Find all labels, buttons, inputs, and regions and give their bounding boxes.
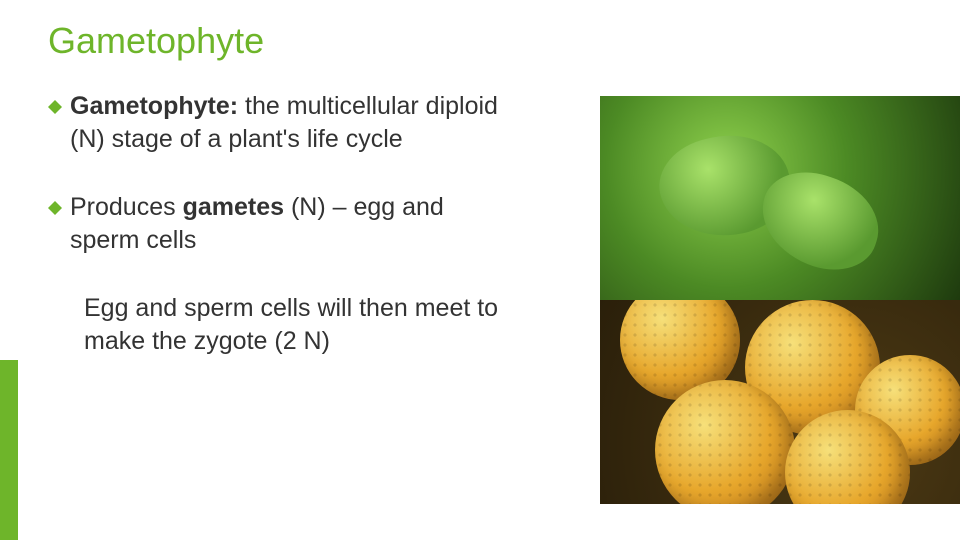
diamond-bullet-icon [48,201,62,215]
bullet-pre: Produces [70,193,183,221]
image-stack [600,96,960,504]
pollen-grains-sem [600,300,960,504]
bullet-text: Gametophyte: the multicellular diploid (… [70,90,518,155]
accent-bar [0,360,18,540]
bullet-bold-lead: Gametophyte: [70,92,238,120]
bullet-text: Produces gametes (N) – egg and sperm cel… [70,191,518,256]
slide: Gametophyte Gametophyte: the multicellul… [0,0,960,540]
bullet-item: Gametophyte: the multicellular diploid (… [48,90,518,155]
content-area: Gametophyte: the multicellular diploid (… [48,90,518,357]
diamond-bullet-icon [48,100,62,114]
slide-title: Gametophyte [48,20,264,62]
bullet-item: Produces gametes (N) – egg and sperm cel… [48,191,518,256]
bullet-bold-mid: gametes [183,193,284,221]
moss-liverwort-photo [600,96,960,300]
plain-text-line: Egg and sperm cells will then meet to ma… [84,292,518,357]
